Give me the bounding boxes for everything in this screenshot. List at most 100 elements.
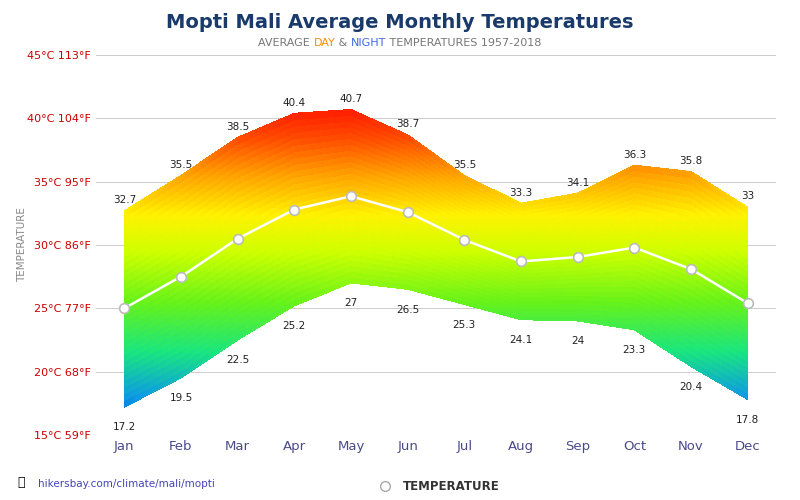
Polygon shape <box>368 268 369 274</box>
Polygon shape <box>539 228 540 232</box>
Polygon shape <box>559 238 560 242</box>
Polygon shape <box>395 193 397 198</box>
Polygon shape <box>304 207 306 214</box>
Polygon shape <box>278 224 279 231</box>
Polygon shape <box>197 164 198 172</box>
Polygon shape <box>739 324 740 331</box>
Polygon shape <box>144 250 146 258</box>
Polygon shape <box>719 234 720 241</box>
Polygon shape <box>432 286 433 292</box>
Polygon shape <box>235 253 237 260</box>
Polygon shape <box>463 265 464 270</box>
Polygon shape <box>208 278 210 285</box>
Polygon shape <box>495 240 497 244</box>
Polygon shape <box>215 260 217 267</box>
Polygon shape <box>428 285 429 290</box>
Polygon shape <box>504 311 506 316</box>
Polygon shape <box>691 354 693 361</box>
Polygon shape <box>277 146 278 154</box>
Polygon shape <box>479 270 480 276</box>
Polygon shape <box>184 341 186 349</box>
Polygon shape <box>417 246 418 252</box>
Polygon shape <box>498 200 499 204</box>
Polygon shape <box>382 248 383 254</box>
Polygon shape <box>412 275 413 280</box>
Polygon shape <box>310 268 312 274</box>
Polygon shape <box>490 221 491 226</box>
Polygon shape <box>364 121 366 127</box>
Polygon shape <box>412 286 413 290</box>
Polygon shape <box>127 398 128 406</box>
Polygon shape <box>600 186 602 192</box>
Polygon shape <box>654 261 655 267</box>
Polygon shape <box>410 142 412 148</box>
Polygon shape <box>232 323 233 330</box>
Polygon shape <box>132 310 133 318</box>
Polygon shape <box>295 164 297 171</box>
Polygon shape <box>363 126 364 132</box>
Polygon shape <box>147 196 148 203</box>
Polygon shape <box>124 360 126 368</box>
Polygon shape <box>531 300 533 304</box>
Polygon shape <box>357 129 358 136</box>
Polygon shape <box>233 248 234 256</box>
Polygon shape <box>548 268 549 272</box>
Polygon shape <box>483 297 484 302</box>
Polygon shape <box>690 256 691 263</box>
Polygon shape <box>262 199 263 206</box>
Polygon shape <box>730 267 731 274</box>
Polygon shape <box>644 274 646 280</box>
Polygon shape <box>333 284 334 290</box>
Polygon shape <box>613 200 614 206</box>
Polygon shape <box>237 178 238 185</box>
Polygon shape <box>323 239 324 246</box>
Polygon shape <box>409 248 410 254</box>
Polygon shape <box>519 288 520 292</box>
Polygon shape <box>174 240 175 247</box>
Polygon shape <box>564 224 566 229</box>
Polygon shape <box>364 211 366 217</box>
Polygon shape <box>406 140 408 145</box>
Polygon shape <box>357 118 358 124</box>
Polygon shape <box>658 250 659 257</box>
Polygon shape <box>154 211 155 218</box>
Polygon shape <box>634 214 635 220</box>
Polygon shape <box>466 241 468 246</box>
Polygon shape <box>714 231 715 238</box>
Polygon shape <box>170 302 172 310</box>
Polygon shape <box>543 280 544 284</box>
Polygon shape <box>622 260 624 265</box>
Polygon shape <box>197 258 198 266</box>
Polygon shape <box>597 188 598 193</box>
Polygon shape <box>353 110 354 116</box>
Polygon shape <box>295 152 297 158</box>
Polygon shape <box>377 214 378 220</box>
Polygon shape <box>192 282 193 290</box>
Polygon shape <box>538 232 539 236</box>
Polygon shape <box>642 296 644 302</box>
Polygon shape <box>353 145 354 151</box>
Polygon shape <box>455 169 457 174</box>
Polygon shape <box>670 224 671 231</box>
Polygon shape <box>206 245 208 252</box>
Polygon shape <box>694 330 695 336</box>
Polygon shape <box>506 308 508 312</box>
Polygon shape <box>469 272 470 276</box>
Polygon shape <box>126 360 127 367</box>
Polygon shape <box>194 200 195 207</box>
Polygon shape <box>182 296 183 303</box>
Polygon shape <box>708 312 709 318</box>
Polygon shape <box>415 206 417 212</box>
Polygon shape <box>653 208 654 214</box>
Polygon shape <box>415 176 417 182</box>
Polygon shape <box>470 221 472 226</box>
Polygon shape <box>402 278 403 283</box>
Polygon shape <box>381 204 382 210</box>
Polygon shape <box>292 146 293 153</box>
Polygon shape <box>158 249 159 256</box>
Polygon shape <box>677 214 678 220</box>
Polygon shape <box>132 291 133 298</box>
Polygon shape <box>277 250 278 258</box>
Polygon shape <box>321 130 322 136</box>
Polygon shape <box>154 331 155 338</box>
